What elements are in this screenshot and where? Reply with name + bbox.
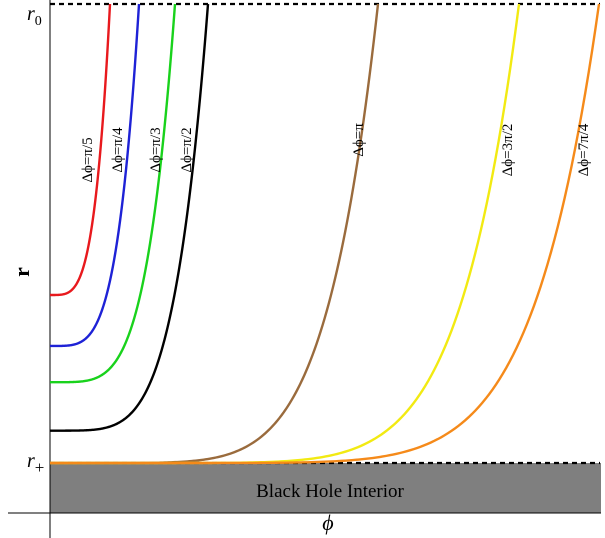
- r0-label-subscript: 0: [35, 14, 42, 29]
- curve-label-group: Δϕ=π/5 Δϕ=π/4 Δϕ=π/3 Δϕ=π/2 Δϕ=π Δϕ=3π/2 Δϕ=7π…: [80, 123, 592, 183]
- curve-group: [50, 3, 601, 465]
- y-axis-label: r: [9, 267, 34, 277]
- curve-label-5: Δϕ=π: [351, 123, 367, 157]
- rplus-label-main: r: [27, 450, 35, 472]
- curve-3: [50, 3, 177, 384]
- curve-label-6: Δϕ=3π/2: [500, 124, 516, 177]
- curve-2: [50, 3, 141, 348]
- curve-label-3: Δϕ=π/3: [148, 127, 164, 172]
- curve-label-2: Δϕ=π/4: [110, 127, 126, 173]
- curve-4: [50, 3, 210, 432]
- r0-label-main: r: [27, 3, 35, 25]
- curve-label-4: Δϕ=π/2: [179, 127, 195, 172]
- x-axis-label: ϕ: [322, 510, 333, 535]
- black-hole-interior-label: Black Hole Interior: [256, 481, 404, 502]
- curve-label-7: Δϕ=7π/4: [576, 123, 592, 176]
- rplus-label: r+: [27, 450, 44, 477]
- black-hole-interior-region: [50, 463, 601, 513]
- curve-6: [50, 3, 521, 465]
- curve-7: [50, 3, 601, 465]
- curve-1: [50, 3, 112, 297]
- rplus-label-subscript: +: [35, 458, 45, 477]
- curve-label-1: Δϕ=π/5: [80, 137, 96, 182]
- curve-5: [50, 3, 380, 465]
- r0-label: r0: [27, 3, 42, 29]
